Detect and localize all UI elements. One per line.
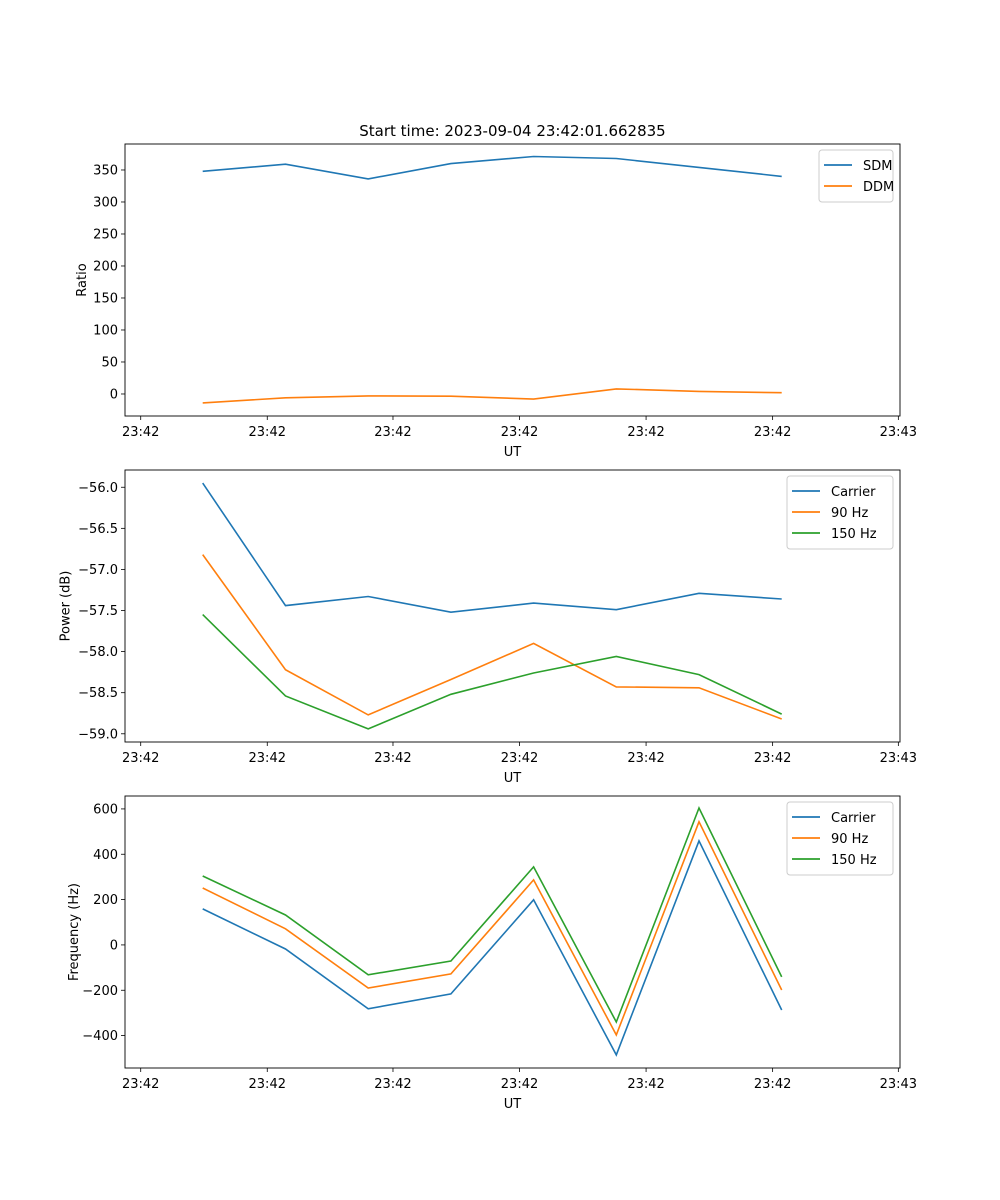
series-line-sdm: [202, 155, 782, 180]
y-tick-label: −58.5: [78, 686, 118, 701]
y-tick-label: 150: [93, 291, 118, 306]
y-tick-label: −56.0: [78, 481, 118, 496]
legend-label: 90 Hz: [831, 832, 868, 847]
axes-frame: [124, 795, 901, 1069]
y-axis-label: Power (dB): [59, 571, 74, 642]
legend-label: SDM: [863, 159, 892, 174]
x-tick-label: 23:43: [880, 751, 917, 766]
y-tick-label: −200: [82, 984, 118, 999]
series-line-ddm: [202, 388, 782, 404]
axes-frame: [124, 469, 901, 743]
legend-label: 150 Hz: [831, 527, 877, 542]
series-line-90-hz: [202, 554, 782, 720]
chart-title: Start time: 2023-09-04 23:42:01.662835: [359, 122, 665, 140]
y-tick-label: 200: [93, 259, 118, 274]
series-line-carrier: [202, 838, 783, 1057]
y-tick-label: −400: [82, 1029, 118, 1044]
y-tick-label: −58.0: [78, 645, 118, 660]
x-tick-label: 23:42: [122, 751, 159, 766]
y-tick-label: 200: [93, 893, 118, 908]
x-tick-label: 23:42: [627, 425, 664, 440]
y-tick-label: −56.5: [78, 522, 118, 537]
x-tick-label: 23:42: [501, 425, 538, 440]
y-tick-label: −59.0: [78, 727, 118, 742]
legend-label: 150 Hz: [831, 853, 877, 868]
subplot-1: Start time: 2023-09-04 23:42:01.662835 23…: [75, 122, 917, 460]
y-tick-label: 100: [93, 323, 118, 338]
x-tick-label: 23:42: [374, 1077, 411, 1092]
y-tick-label: 0: [110, 387, 118, 402]
x-axis-label: UT: [504, 1097, 522, 1112]
series-line-150-hz: [202, 806, 783, 1024]
x-tick-label: 23:42: [627, 751, 664, 766]
legend-label: Carrier: [831, 811, 876, 826]
y-axis-label: Frequency (Hz): [67, 883, 82, 981]
series-line-90-hz: [202, 819, 783, 1037]
x-tick-label: 23:42: [122, 425, 159, 440]
x-tick-label: 23:42: [754, 1077, 791, 1092]
x-tick-label: 23:42: [249, 751, 286, 766]
y-tick-label: 600: [93, 802, 118, 817]
y-tick-label: −57.0: [78, 563, 118, 578]
y-tick-label: 300: [93, 195, 118, 210]
y-tick-label: 400: [93, 848, 118, 863]
y-tick-label: 350: [93, 163, 118, 178]
legend-box: [786, 475, 894, 550]
x-tick-label: 23:42: [501, 1077, 538, 1092]
x-tick-label: 23:42: [374, 425, 411, 440]
y-tick-label: 0: [110, 938, 118, 953]
x-axis-label: UT: [504, 445, 522, 460]
x-tick-label: 23:42: [374, 751, 411, 766]
legend-label: 90 Hz: [831, 506, 868, 521]
legend-box: [818, 149, 894, 203]
axes-frame: [124, 143, 901, 417]
series-line-carrier: [202, 482, 782, 614]
x-tick-label: 23:43: [880, 1077, 917, 1092]
legend-label: DDM: [863, 180, 894, 195]
y-tick-label: 250: [93, 227, 118, 242]
series-line-150-hz: [202, 614, 783, 730]
x-axis-label: UT: [504, 771, 522, 786]
x-tick-label: 23:42: [754, 751, 791, 766]
y-axis-label: Ratio: [75, 263, 90, 296]
x-tick-label: 23:42: [249, 1077, 286, 1092]
x-tick-label: 23:43: [880, 425, 917, 440]
subplot-3: 23:42 23:42 23:42 23:42 23:42 23:42 23:43 UT −40…: [67, 795, 917, 1112]
y-tick-label: 50: [101, 355, 118, 370]
y-tick-label: −57.5: [78, 604, 118, 619]
legend: Carrier 90 Hz 150 Hz: [786, 801, 894, 876]
x-tick-label: 23:42: [501, 751, 538, 766]
legend: SDM DDM: [818, 149, 894, 203]
legend: Carrier 90 Hz 150 Hz: [786, 475, 894, 550]
x-tick-label: 23:42: [122, 1077, 159, 1092]
x-tick-label: 23:42: [627, 1077, 664, 1092]
x-tick-label: 23:42: [754, 425, 791, 440]
legend-label: Carrier: [831, 485, 876, 500]
subplot-2: 23:42 23:42 23:42 23:42 23:42 23:42 23:43 UT −59…: [59, 469, 917, 786]
legend-box: [786, 801, 894, 876]
x-tick-label: 23:42: [249, 425, 286, 440]
